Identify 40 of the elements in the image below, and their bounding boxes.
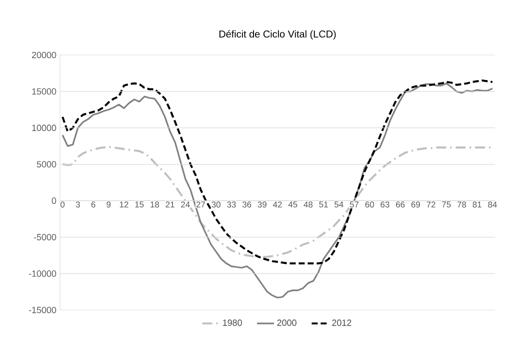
x-tick-label: 69 bbox=[411, 202, 420, 208]
x-tick-label: 0 bbox=[60, 202, 65, 208]
x-tick-label: 45 bbox=[288, 202, 298, 208]
x-tick-label: 81 bbox=[472, 202, 482, 208]
x-tick-label: 12 bbox=[120, 202, 128, 208]
y-tick-label: 20000 bbox=[32, 52, 56, 58]
x-tick-label: 9 bbox=[106, 202, 111, 208]
y-tick-label: 15000 bbox=[32, 88, 56, 95]
y-tick-label: 5000 bbox=[36, 161, 56, 168]
x-tick-label: 39 bbox=[258, 202, 266, 208]
x-tick-label: 51 bbox=[319, 202, 328, 208]
x-tick-label: 48 bbox=[304, 202, 313, 208]
x-tick-label: 84 bbox=[488, 202, 497, 208]
legend-label: 1980 bbox=[223, 320, 242, 326]
x-tick-label: 24 bbox=[181, 202, 190, 208]
x-tick-label: 54 bbox=[334, 202, 344, 208]
x-tick-label: 60 bbox=[365, 202, 374, 208]
legend-label: 2012 bbox=[332, 320, 352, 326]
chart-title: Déficit de Ciclo Vital (LCD) bbox=[219, 30, 336, 40]
x-tick-label: 15 bbox=[135, 202, 144, 208]
x-tick-label: 6 bbox=[91, 202, 96, 208]
x-tick-label: 18 bbox=[150, 202, 160, 208]
x-tick-label: 57 bbox=[350, 202, 359, 208]
x-tick-label: 3 bbox=[76, 202, 80, 208]
x-tick-label: 72 bbox=[426, 202, 436, 208]
x-tick-label: 78 bbox=[457, 202, 466, 208]
x-tick-label: 75 bbox=[442, 202, 451, 208]
x-tick-label: 27 bbox=[196, 202, 206, 208]
x-tick-label: 63 bbox=[380, 202, 390, 208]
x-tick-label: 33 bbox=[227, 202, 236, 208]
x-tick-label: 30 bbox=[212, 202, 220, 208]
x-tick-label: 36 bbox=[242, 202, 252, 208]
y-tick-label: 10000 bbox=[32, 124, 56, 132]
legend-label: 2000 bbox=[277, 320, 296, 326]
x-tick-label: 66 bbox=[396, 202, 405, 208]
x-tick-label: 42 bbox=[272, 202, 282, 208]
y-tick-label: -15000 bbox=[28, 306, 56, 314]
x-tick-label: 21 bbox=[166, 202, 174, 208]
y-tick-label: -10000 bbox=[28, 270, 56, 277]
y-tick-label: -5000 bbox=[34, 234, 56, 240]
